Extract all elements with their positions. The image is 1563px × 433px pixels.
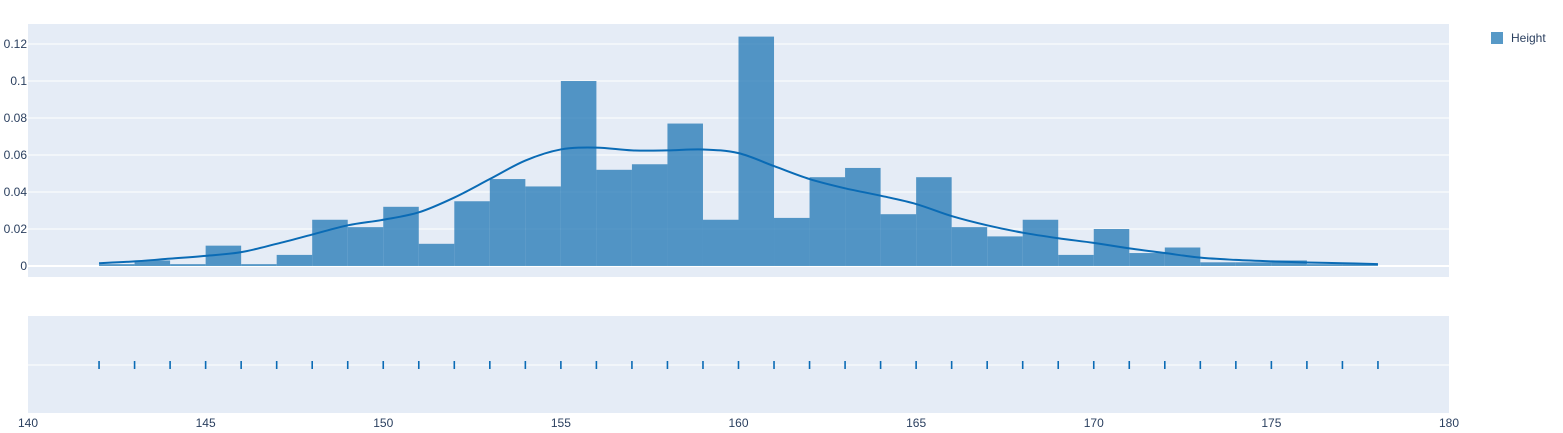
histogram-bar[interactable] (1022, 219, 1059, 266)
y-tick-label: 0 (20, 259, 27, 273)
x-tick-label: 165 (906, 416, 926, 430)
histogram-bar[interactable] (560, 81, 597, 266)
x-tick-label: 180 (1439, 416, 1459, 430)
y-tick-label: 0.06 (4, 148, 28, 162)
histogram-bar[interactable] (276, 254, 313, 266)
x-tick-label: 140 (18, 416, 38, 430)
x-tick-label: 155 (551, 416, 571, 430)
histogram-bar[interactable] (1164, 247, 1201, 267)
y-tick-label: 0.12 (4, 37, 28, 51)
legend[interactable]: Height (1491, 31, 1546, 45)
histogram-bar[interactable] (205, 245, 242, 266)
histogram-bar[interactable] (525, 186, 561, 266)
histogram-bar[interactable] (738, 36, 775, 266)
histogram-bar[interactable] (880, 214, 917, 266)
histogram-bar[interactable] (1058, 254, 1094, 266)
histogram-bar[interactable] (418, 243, 455, 266)
histogram-bar[interactable] (916, 177, 952, 266)
y-tick-label: 0.04 (4, 185, 28, 199)
x-tick-label: 160 (728, 416, 748, 430)
histogram-bar[interactable] (702, 219, 739, 266)
histogram-bar[interactable] (951, 227, 988, 266)
legend-swatch-height (1491, 32, 1503, 44)
histogram-bar[interactable] (99, 264, 135, 266)
histogram-bar[interactable] (170, 264, 206, 266)
x-tick-label: 170 (1084, 416, 1104, 430)
histogram-bar[interactable] (241, 264, 277, 266)
x-tick-label: 145 (196, 416, 216, 430)
y-tick-label: 0.02 (4, 222, 28, 236)
x-tick-label: 175 (1261, 416, 1281, 430)
histogram-bar[interactable] (631, 164, 668, 266)
legend-label-height: Height (1511, 31, 1546, 45)
histogram-bar[interactable] (987, 236, 1023, 266)
histogram-bar[interactable] (809, 177, 846, 266)
histogram-bar[interactable] (489, 179, 526, 266)
histogram-bar[interactable] (1342, 264, 1378, 266)
histogram-bar[interactable] (845, 167, 881, 266)
y-tick-label: 0.08 (4, 111, 28, 125)
histogram-bar[interactable] (134, 260, 171, 266)
histogram-bar[interactable] (1200, 262, 1236, 266)
x-tick-label: 150 (373, 416, 393, 430)
histogram-bar[interactable] (1129, 253, 1165, 266)
histogram-bar[interactable] (1306, 264, 1343, 266)
histogram-bar[interactable] (667, 123, 703, 266)
y-tick-label: 0.1 (10, 74, 27, 88)
kde-curve (98, 146, 1378, 266)
histogram-bar[interactable] (596, 169, 632, 266)
histogram-bar[interactable] (454, 201, 490, 266)
histogram-bar[interactable] (774, 217, 810, 266)
histogram-bar[interactable] (347, 227, 384, 266)
histogram-bar[interactable] (1235, 262, 1272, 266)
histogram-bar[interactable] (1271, 260, 1307, 266)
